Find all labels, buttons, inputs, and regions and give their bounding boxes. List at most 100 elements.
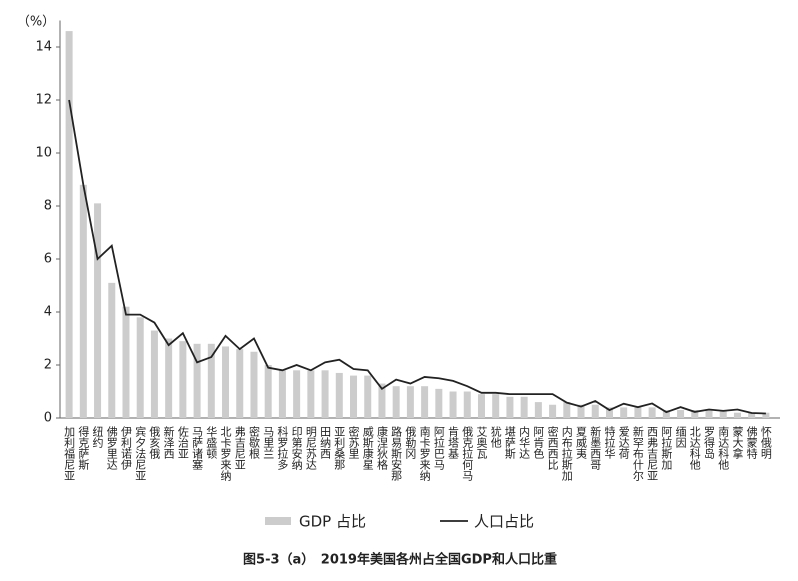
bar (94, 203, 102, 418)
bar (207, 343, 215, 418)
x-tick-label: 夏威夷 (575, 426, 588, 459)
bar (534, 402, 542, 418)
x-tick-label: 新泽西 (162, 425, 175, 459)
x-tick-label: 康涅狄格 (375, 425, 388, 471)
x-tick-label: 内华达 (518, 425, 531, 459)
y-tick-label: 10 (35, 146, 52, 161)
x-tick-label: 路易斯安那 (390, 426, 403, 481)
x-tick-label: 密歇根 (247, 425, 260, 460)
bar (634, 407, 642, 418)
bar (520, 396, 528, 418)
bar (193, 343, 201, 418)
bar (122, 306, 130, 418)
x-tick-label: 罗得岛 (703, 426, 716, 460)
x-tick-label: 北达科他 (688, 426, 701, 470)
bar (335, 372, 343, 418)
bar (563, 402, 571, 418)
bar (549, 404, 557, 418)
bar (421, 386, 429, 418)
bar (406, 386, 414, 418)
bar (350, 375, 358, 418)
y-tick-label: 2 (44, 358, 52, 373)
y-tick-label: 8 (44, 199, 52, 214)
bar (222, 346, 230, 418)
x-tick-label: 艾奥瓦 (475, 426, 488, 459)
x-tick-label: 阿肯色 (532, 426, 545, 459)
x-tick-label: 纽约 (91, 425, 104, 449)
legend-swatch (265, 517, 291, 525)
bar (762, 412, 770, 418)
x-tick-label: 马萨诸塞 (191, 426, 204, 470)
x-tick-label: 亚利桑那 (333, 426, 346, 470)
y-tick-label: 6 (44, 252, 52, 267)
x-tick-label: 新墨西哥 (589, 425, 602, 470)
legend-label: 人口占比 (474, 513, 534, 531)
bar (748, 412, 756, 418)
x-tick-label: 明尼苏达 (304, 426, 317, 470)
bar (65, 31, 73, 418)
x-tick-label: 佛蒙特 (745, 426, 758, 459)
x-tick-label: 密西西比 (546, 425, 559, 470)
bar (662, 410, 670, 418)
x-tick-label: 俄亥俄 (148, 426, 161, 460)
bar (321, 370, 329, 418)
bar (392, 386, 400, 418)
x-tick-label: 密苏里 (347, 425, 360, 459)
bar (677, 410, 685, 418)
x-tick-label: 宾夕法尼亚 (134, 425, 147, 481)
bar (705, 410, 713, 418)
x-tick-label: 佛罗里达 (105, 426, 118, 470)
y-tick-label: 12 (35, 93, 52, 108)
x-tick-label: 爱达荷 (617, 426, 630, 460)
bar (179, 341, 187, 418)
x-tick-label: 肯塔基 (447, 426, 460, 459)
x-tick-label: 北卡罗来纳 (219, 426, 232, 482)
x-tick-label: 犹他 (489, 426, 502, 448)
x-tick-label: 南卡罗来纳 (418, 426, 431, 482)
legend-label: GDP 占比 (299, 513, 366, 531)
bar (278, 370, 286, 418)
y-axis-label: （%） (17, 15, 55, 30)
y-tick-label: 4 (44, 305, 52, 320)
bar (293, 370, 301, 418)
bar (264, 365, 272, 418)
x-tick-label: 俄勒冈 (404, 426, 417, 460)
chart-caption: 图5-3（a） 2019年美国各州占全国GDP和人口比重 (243, 552, 557, 568)
line (68, 99, 766, 415)
x-tick-label: 俄克拉何马 (461, 426, 474, 482)
bar (378, 383, 386, 418)
x-tick-label: 南达科他 (717, 426, 730, 470)
x-tick-label: 缅因 (674, 425, 687, 449)
x-tick-label: 堪萨斯 (503, 426, 516, 460)
bar (492, 394, 500, 418)
x-tick-label: 得克萨斯 (77, 426, 90, 471)
bar (150, 330, 158, 418)
bar (620, 407, 628, 418)
x-tick-label: 阿拉巴马 (432, 426, 445, 471)
bar (136, 317, 144, 418)
bar (364, 375, 372, 418)
bar (307, 370, 315, 418)
x-tick-label: 怀俄明 (759, 426, 772, 460)
bar (449, 391, 457, 418)
bar (477, 394, 485, 418)
bar (733, 412, 741, 418)
x-tick-label: 田纳西 (319, 426, 332, 459)
x-tick-label: 特拉华 (603, 425, 616, 459)
bar (605, 407, 613, 418)
x-tick-label: 威斯康星 (361, 426, 374, 470)
x-tick-label: 蒙大拿 (731, 426, 744, 460)
bar (506, 396, 514, 418)
x-tick-label: 新罕布什尔 (631, 425, 644, 481)
x-tick-label: 科罗拉多 (276, 425, 289, 471)
bar (435, 388, 443, 418)
x-tick-label: 加利福尼亚 (63, 426, 76, 481)
x-tick-label: 内布拉斯加 (560, 425, 573, 482)
bar (236, 349, 244, 418)
bar (250, 351, 258, 418)
x-tick-label: 佐治亚 (176, 425, 189, 459)
y-tick-label: 0 (44, 411, 52, 426)
bar (577, 404, 585, 418)
x-tick-label: 阿拉斯加 (660, 426, 673, 471)
bar (691, 410, 699, 418)
